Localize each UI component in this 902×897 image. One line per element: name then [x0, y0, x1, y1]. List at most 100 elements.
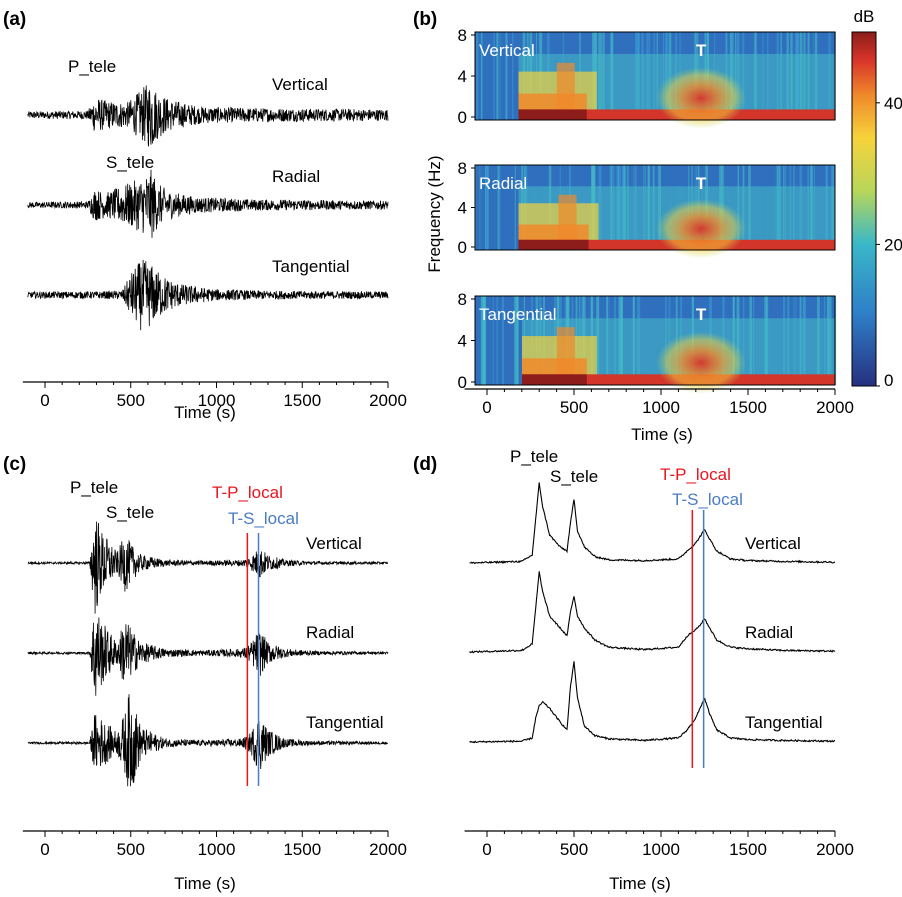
panel-a-label: (a) — [3, 9, 26, 30]
panel-d-markers — [691, 510, 705, 768]
a-trace-vertical — [27, 85, 389, 147]
y-tick-label: 0 — [458, 108, 467, 127]
c-tick-label: 1500 — [283, 840, 321, 859]
b-tick-label: 500 — [560, 398, 588, 417]
spectral-streak — [475, 165, 477, 250]
d-p-tele-label: P_tele — [510, 447, 558, 466]
s-wave-energy — [556, 62, 575, 120]
spectral-streak — [497, 165, 501, 250]
spectral-streak — [488, 165, 492, 250]
c-tick-label: 0 — [40, 840, 49, 859]
spectral-streak — [496, 296, 498, 385]
panel-c: (c) P_tele S_tele T-P_local T-S_local Ve… — [3, 454, 407, 893]
c-t-s-local-label: T-S_local — [228, 509, 299, 528]
spectral-streak — [486, 32, 489, 120]
spectral-streak — [504, 165, 506, 250]
spectral-streak — [485, 165, 488, 250]
a-tick-label: 0 — [40, 391, 49, 410]
spectrogram-vertical: Vertical T 0 4 8 — [458, 26, 836, 129]
c-trace-radial — [27, 617, 389, 696]
y-tick-label: 8 — [458, 159, 467, 178]
s-wave-energy — [558, 194, 577, 250]
spectral-streak — [491, 296, 494, 385]
y-tick-label: 4 — [458, 199, 467, 218]
d-s-tele-label: S_tele — [550, 467, 598, 486]
d-tick-label: 0 — [482, 840, 491, 859]
a-tick-label: 1000 — [198, 391, 236, 410]
t-phase-energy — [656, 67, 747, 129]
t-phase-energy — [656, 331, 747, 394]
spectrogram-radial: Radial T 0 4 8 — [458, 159, 836, 259]
colorbar — [852, 32, 876, 386]
y-tick-label: 4 — [458, 67, 467, 86]
t-phase-label: T — [696, 41, 707, 60]
spectral-streak — [483, 32, 487, 120]
t-phase-label: T — [696, 305, 707, 324]
d-tick-label: 2000 — [816, 840, 854, 859]
c-trace-tangential — [27, 694, 388, 787]
panel-d: (d) P_tele S_tele T-P_local T-S_local Ve… — [413, 447, 854, 893]
spectral-streak — [514, 296, 517, 385]
spectral-streak — [485, 165, 487, 250]
spectrogram-label: Vertical — [479, 41, 535, 60]
d-trace-vertical — [469, 482, 836, 565]
trace-label-radial: Radial — [272, 167, 320, 186]
d-tick-label: 1500 — [729, 840, 767, 859]
c-tick-label: 2000 — [369, 840, 407, 859]
panel-c-xlabel: Time (s) — [174, 874, 236, 893]
spectral-streak — [513, 165, 515, 250]
y-tick-label: 8 — [458, 26, 467, 45]
spectral-streak — [483, 296, 487, 385]
colorbar-ticks: 0 20 40 — [851, 31, 902, 390]
colorbar-tick-label: 20 — [884, 235, 902, 254]
panel-a: (a) P_tele S_tele Vertical Radial Tangen… — [3, 9, 407, 422]
s-tele-label: S_tele — [106, 153, 154, 172]
s-wave-energy — [556, 327, 575, 385]
spectrogram-tangential: Tangential T 0 4 8 — [458, 290, 837, 394]
spectrogram-label: Tangential — [479, 305, 557, 324]
y-tick-label: 8 — [458, 290, 467, 309]
colorbar-frame — [851, 31, 877, 387]
spectral-streak — [490, 165, 493, 250]
c-trace-label-tangential: Tangential — [306, 713, 384, 732]
c-trace-label-vertical: Vertical — [306, 534, 362, 553]
panel-b-label: (b) — [413, 9, 437, 30]
low-frequency-core — [518, 239, 589, 250]
d-trace-tangential — [469, 661, 836, 744]
t-phase-label: T — [696, 174, 707, 193]
trace-label-tangential: Tangential — [272, 257, 350, 276]
spectral-streak — [479, 296, 482, 385]
spectral-streak — [493, 165, 496, 250]
spectral-streak — [480, 296, 483, 385]
spectral-streak — [499, 32, 501, 120]
spectral-streak — [493, 32, 495, 120]
colorbar-label: dB — [854, 7, 875, 26]
d-trace-label-radial: Radial — [745, 623, 793, 642]
d-tick-label: 500 — [560, 840, 588, 859]
d-trace-label-tangential: Tangential — [745, 713, 823, 732]
panel-a-xlabel: Time (s) — [174, 403, 236, 422]
low-frequency-core — [521, 374, 587, 385]
spectral-streak — [512, 32, 514, 120]
d-trace-label-vertical: Vertical — [745, 534, 801, 553]
b-tick-label: 1000 — [642, 398, 680, 417]
trace-label-vertical: Vertical — [272, 75, 328, 94]
low-frequency-core — [518, 109, 587, 120]
d-t-p-local-label: T-P_local — [660, 465, 731, 484]
panel-c-markers — [246, 533, 260, 786]
panel-b: (b) Vertical T 0 4 8 Radial T 0 4 8 Tangential T 0 4 8… — [413, 7, 902, 444]
panel-b-x-axis: 0 500 1000 1500 2000 — [464, 388, 854, 417]
d-tick-label: 1000 — [642, 840, 680, 859]
c-tick-label: 1000 — [198, 840, 236, 859]
b-tick-label: 1500 — [729, 398, 767, 417]
panel-d-label: (d) — [413, 454, 437, 475]
panel-b-xlabel: Time (s) — [631, 425, 693, 444]
c-trace-label-radial: Radial — [306, 623, 354, 642]
t-phase-energy — [656, 199, 747, 259]
b-tick-label: 0 — [482, 398, 491, 417]
spectral-streak — [499, 165, 503, 250]
a-tick-label: 2000 — [369, 391, 407, 410]
spectral-streak — [481, 296, 485, 385]
a-trace-tangential — [27, 259, 389, 331]
